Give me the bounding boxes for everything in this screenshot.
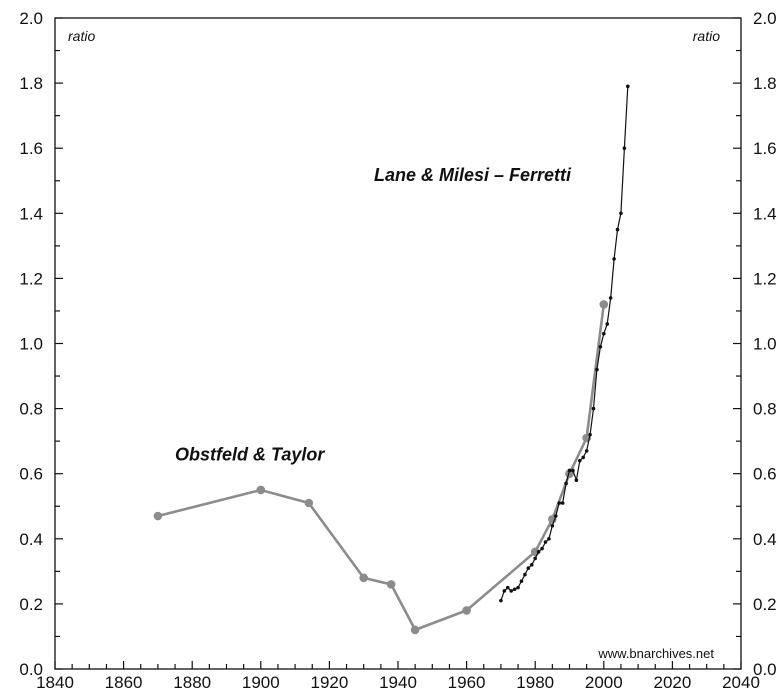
data-point-lane-milesi-ferretti — [581, 455, 586, 460]
y-unit-right: ratio — [693, 28, 720, 44]
x-tick-label: 2040 — [722, 673, 760, 690]
y-right-tick-label: 0.0 — [753, 660, 777, 679]
annotation-obstfeld-taylor: Obstfeld & Taylor — [175, 445, 325, 465]
y-right-tick-label: 0.4 — [753, 530, 777, 549]
y-left-tick-label: 0.2 — [19, 595, 43, 614]
source-credit: www.bnarchives.net — [597, 646, 714, 661]
x-tick-label: 2020 — [653, 673, 691, 690]
data-point-lane-milesi-ferretti — [564, 481, 568, 486]
data-point-lane-milesi-ferretti — [547, 537, 551, 541]
data-point-lane-milesi-ferretti — [536, 550, 541, 554]
series-obstfeld-taylor — [153, 300, 609, 635]
data-point-lane-milesi-ferretti — [588, 432, 592, 437]
data-point-lane-milesi-ferretti — [553, 514, 558, 518]
y-right-tick-label: 0.2 — [753, 595, 777, 614]
data-point-lane-milesi-ferretti — [526, 566, 531, 570]
x-tick-label: 1880 — [173, 673, 211, 690]
data-point-lane-milesi-ferretti — [619, 211, 623, 216]
y-unit-left: ratio — [68, 28, 95, 44]
data-point-lane-milesi-ferretti — [567, 468, 572, 473]
x-tick-label: 1900 — [242, 673, 280, 690]
data-point-lane-milesi-ferretti — [560, 501, 565, 505]
y-left-tick-label: 0.6 — [19, 465, 43, 484]
data-point-obstfeld-taylor — [599, 300, 609, 309]
annotation-lane-milesi-ferretti: Lane & Milesi – Ferretti — [374, 165, 572, 185]
data-point-lane-milesi-ferretti — [512, 587, 517, 592]
y-left-tick-label: 2.0 — [19, 9, 43, 28]
data-point-lane-milesi-ferretti — [591, 406, 596, 411]
data-point-lane-milesi-ferretti — [574, 478, 579, 483]
y-left-tick-label: 1.2 — [19, 269, 43, 288]
data-point-lane-milesi-ferretti — [502, 589, 507, 593]
series — [153, 84, 630, 635]
y-right-tick-label: 1.0 — [753, 335, 777, 354]
data-point-lane-milesi-ferretti — [602, 331, 606, 336]
data-point-lane-milesi-ferretti — [529, 563, 534, 567]
y-right-tick-label: 2.0 — [753, 9, 777, 28]
data-point-lane-milesi-ferretti — [557, 501, 562, 505]
y-left-tick-label: 1.4 — [19, 204, 43, 223]
data-point-obstfeld-taylor — [256, 485, 266, 495]
plot-frame — [54, 17, 742, 670]
data-point-obstfeld-taylor — [153, 511, 163, 521]
data-point-lane-milesi-ferretti — [608, 296, 613, 300]
data-point-lane-milesi-ferretti — [509, 589, 513, 593]
data-point-lane-milesi-ferretti — [543, 540, 548, 544]
data-point-lane-milesi-ferretti — [626, 84, 630, 89]
data-point-obstfeld-taylor — [410, 625, 420, 635]
data-point-lane-milesi-ferretti — [499, 598, 503, 603]
series-lane-milesi-ferretti — [499, 84, 630, 603]
data-point-lane-milesi-ferretti — [584, 449, 589, 453]
data-point-lane-milesi-ferretti — [523, 572, 527, 577]
data-point-lane-milesi-ferretti — [577, 458, 582, 463]
data-point-lane-milesi-ferretti — [598, 344, 603, 349]
data-point-lane-milesi-ferretti — [622, 146, 627, 150]
series-line-lane-milesi-ferretti — [500, 86, 629, 601]
data-point-lane-milesi-ferretti — [595, 367, 599, 372]
x-tick-label: 1920 — [310, 673, 348, 690]
y-right-tick-label: 1.2 — [753, 269, 777, 288]
data-point-lane-milesi-ferretti — [605, 322, 610, 326]
x-tick-label: 1840 — [36, 673, 74, 690]
data-point-obstfeld-taylor — [304, 498, 314, 508]
x-tick-label: 1860 — [105, 673, 143, 690]
series-line-obstfeld-taylor — [157, 304, 606, 632]
y-right-tick-label: 1.4 — [753, 204, 777, 223]
y-right-tick-label: 0.8 — [753, 400, 777, 419]
x-tick-label: 1980 — [516, 673, 554, 690]
data-point-lane-milesi-ferretti — [550, 523, 555, 528]
data-point-lane-milesi-ferretti — [519, 579, 524, 583]
y-right-tick-label: 1.8 — [753, 74, 777, 93]
data-point-lane-milesi-ferretti — [540, 546, 544, 551]
x-tick-label: 2000 — [585, 673, 623, 690]
y-right-tick-label: 0.6 — [753, 465, 777, 484]
y-left-tick-label: 1.0 — [19, 335, 43, 354]
data-point-obstfeld-taylor — [359, 573, 369, 583]
data-point-obstfeld-taylor — [462, 606, 471, 615]
data-point-lane-milesi-ferretti — [571, 468, 575, 473]
data-point-lane-milesi-ferretti — [612, 257, 616, 261]
y-right-tick-label: 1.6 — [753, 139, 777, 158]
data-point-lane-milesi-ferretti — [505, 585, 510, 590]
data-point-lane-milesi-ferretti — [615, 227, 620, 232]
y-left-tick-label: 1.8 — [19, 74, 43, 93]
x-tick-label: 1960 — [448, 673, 486, 690]
x-tick-label: 1940 — [379, 673, 417, 690]
data-point-obstfeld-taylor — [386, 580, 396, 589]
y-left-tick-label: 1.6 — [19, 139, 43, 158]
data-point-lane-milesi-ferretti — [533, 556, 537, 561]
y-left-tick-label: 0.8 — [19, 400, 43, 419]
data-point-lane-milesi-ferretti — [516, 585, 520, 590]
ticks: 1840 1860 1880 1900 1920 1940 1960 1980 2000 2020… — [19, 9, 776, 690]
y-left-tick-label: 0.0 — [19, 660, 43, 679]
y-left-tick-label: 0.4 — [19, 530, 43, 549]
